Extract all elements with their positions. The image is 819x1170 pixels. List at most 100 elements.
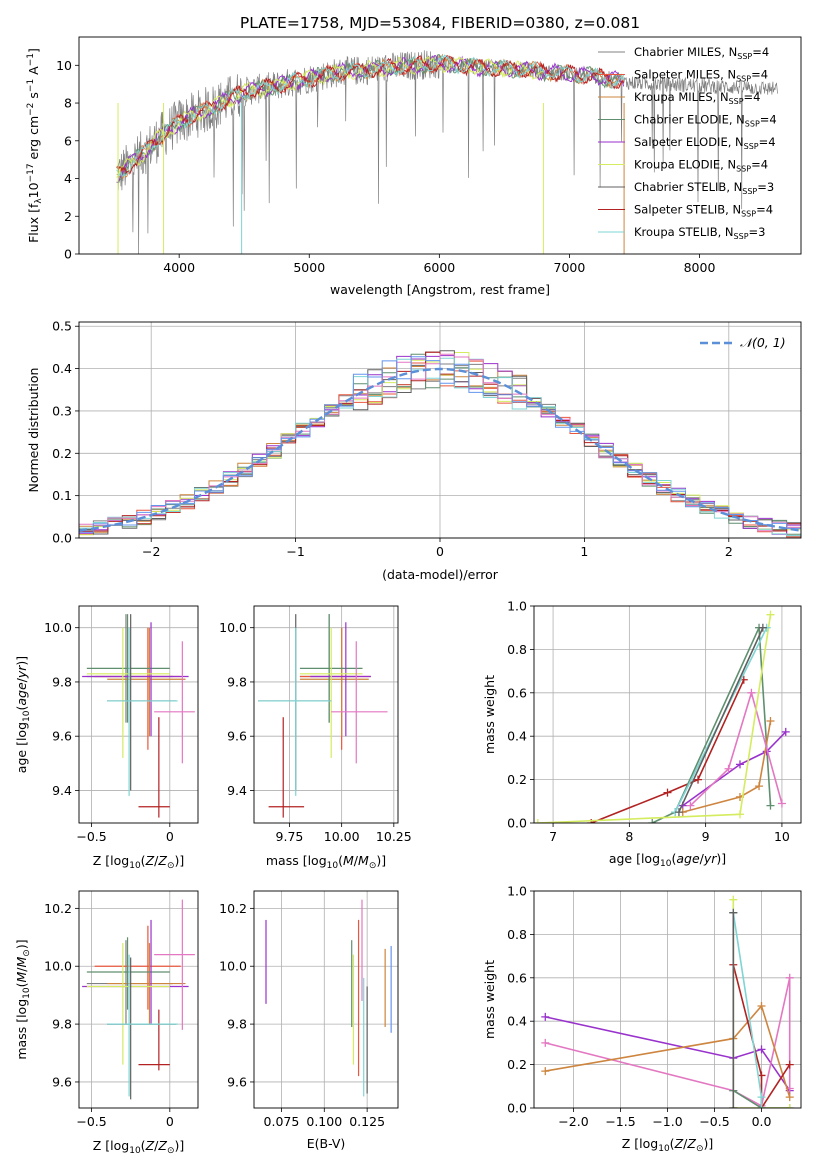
- legend-sub: SSP: [742, 187, 757, 196]
- y-tick-label: 10.2: [44, 901, 72, 916]
- label-part: Z [log: [93, 1138, 129, 1153]
- y-axis-label: mass [log10(M/M⊙)]: [14, 939, 32, 1059]
- legend-text: =4: [759, 135, 776, 149]
- weight-marker: [757, 1002, 766, 1011]
- errorbars: [82, 614, 195, 818]
- label-part: ⊙: [696, 1144, 704, 1154]
- legend-text: Salpeter MILES, N: [634, 68, 736, 82]
- y-tick-label: 0.0: [507, 816, 527, 831]
- y-tick-label: 0.8: [507, 927, 527, 942]
- y-tick-label: 0.0: [507, 1101, 527, 1116]
- weight-marker: [781, 727, 790, 736]
- x-axis-label: Z [log10(Z/Z⊙)]: [622, 1136, 714, 1154]
- mass-vs-EBV-panel: 0.075 0.100 0.125 9.6 9.8 10.0 10.2 E(B-V): [219, 890, 399, 1151]
- label-part: M: [343, 853, 354, 868]
- y-tick-label: 10.0: [44, 620, 72, 635]
- label-part: )]: [716, 851, 726, 866]
- y-tick-label: 1.0: [507, 884, 527, 899]
- axes-frame: [78, 321, 802, 539]
- weight-line: [590, 679, 745, 823]
- x-tick-label: −1.5: [605, 1114, 635, 1129]
- axes-frame: [78, 605, 199, 824]
- x-tick-label: 0.100: [306, 1114, 342, 1129]
- weight-marker: [724, 764, 733, 773]
- legend-text: =4: [752, 45, 769, 59]
- spectrum-model-line: [116, 54, 624, 184]
- label-part: 10: [129, 861, 141, 871]
- legend-text: Kroupa STELIB, N: [634, 225, 734, 239]
- legend-text: =3: [757, 180, 774, 194]
- label-part: Flux [f: [26, 203, 41, 243]
- weight-marker: [541, 1038, 550, 1047]
- legend-text: =3: [749, 225, 766, 239]
- spectrum-model-line: [116, 54, 625, 177]
- legend-label: Salpeter ELODIE, NSSP=4: [634, 135, 776, 151]
- weight-marker: [785, 1093, 794, 1102]
- legend-sub: SSP: [745, 120, 760, 129]
- y-tick-label: 10: [56, 58, 72, 73]
- x-tick-label: −0.5: [76, 829, 106, 844]
- legend-text: Salpeter STELIB, N: [634, 203, 741, 217]
- label-part: 10: [660, 859, 672, 869]
- y-tick-label: 6: [64, 133, 72, 148]
- y-tick-label: 0.3: [52, 403, 72, 418]
- y-tick-label: 9.6: [52, 1074, 72, 1089]
- y-tick-label: 0.8: [507, 642, 527, 657]
- label-part: (: [141, 853, 146, 868]
- x-tick-label: 10.00: [324, 829, 360, 844]
- legend-text: Kroupa ELODIE, N: [634, 158, 736, 172]
- weight-marker: [766, 801, 775, 810]
- x-tick-label: 8000: [684, 260, 716, 275]
- weight-marker: [541, 1012, 550, 1021]
- y-tick-label: 0.2: [507, 772, 527, 787]
- legend-text: Chabrier STELIB, N: [634, 180, 742, 194]
- weight-marker: [758, 623, 767, 632]
- y-tick-label: 2: [64, 209, 72, 224]
- x-tick-label: 8: [625, 829, 633, 844]
- legend-label: Chabrier ELODIE, NSSP=4: [634, 113, 777, 129]
- x-tick-label: 5000: [293, 260, 325, 275]
- label-part: /: [700, 851, 705, 866]
- x-axis-label: mass [log10(M/M⊙)]: [266, 853, 386, 871]
- y-axis-label: Normed distribution: [26, 368, 41, 493]
- y-tick-label: 0.5: [52, 319, 72, 334]
- y-tick-label: 9.8: [52, 674, 72, 689]
- label-part: −17: [26, 163, 36, 182]
- weight-marker: [663, 788, 672, 797]
- y-tick-label: 1.0: [507, 599, 527, 614]
- y-tick-label: 9.4: [227, 783, 247, 798]
- label-part: /: [154, 1138, 159, 1153]
- label-part: −2: [26, 103, 36, 116]
- y-tick-label: 9.8: [52, 1017, 72, 1032]
- y-tick-label: 0: [64, 247, 72, 262]
- x-axis-label: Z [log10(Z/Z⊙)]: [93, 1138, 185, 1156]
- weight-marker: [729, 895, 738, 904]
- label-part: 10: [129, 1146, 141, 1156]
- weight-lines: [534, 610, 790, 823]
- x-tick-label: 0.075: [264, 1114, 300, 1129]
- label-part: (: [338, 853, 343, 868]
- x-tick-label: −0.5: [699, 1114, 729, 1129]
- errorbars: [265, 899, 392, 1097]
- weight-marker: [747, 688, 756, 697]
- label-part: ⊙: [369, 861, 377, 871]
- y-tick-label: 9.4: [52, 783, 72, 798]
- weight-marker: [757, 1104, 766, 1108]
- legend-label: Kroupa MILES, NSSP=4: [634, 90, 760, 106]
- label-part: λ: [34, 198, 44, 204]
- axes-frame: [78, 890, 199, 1109]
- weight-marker: [729, 1104, 738, 1108]
- legend-text: Chabrier MILES, N: [634, 45, 737, 59]
- label-part: 10: [327, 861, 339, 871]
- weight-marker: [777, 799, 786, 808]
- weight-marker: [757, 1045, 766, 1054]
- label-part: 10: [26, 182, 41, 198]
- x-tick-label: 0: [166, 829, 174, 844]
- label-part: Z [log: [622, 1136, 658, 1151]
- x-tick-label: −0.5: [76, 1114, 106, 1129]
- label-part: Z: [157, 1138, 167, 1153]
- spectrum-model-line: [116, 54, 625, 183]
- label-part: /: [154, 853, 159, 868]
- x-tick-label: 7000: [554, 260, 586, 275]
